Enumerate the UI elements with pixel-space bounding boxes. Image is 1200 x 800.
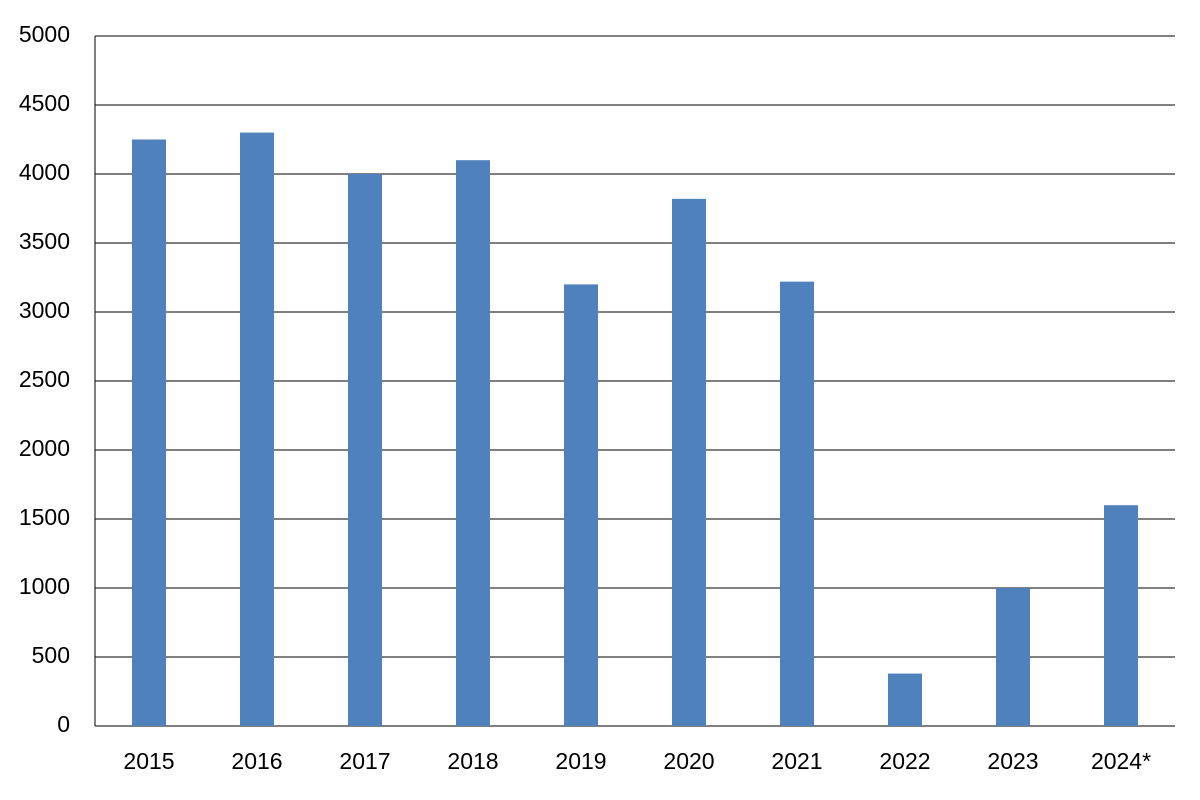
bar (564, 284, 598, 726)
x-tick-label: 2018 (447, 748, 498, 774)
bar (888, 673, 922, 726)
y-tick-label: 4500 (19, 90, 70, 116)
y-tick-label: 3000 (19, 297, 70, 323)
bar (780, 281, 814, 726)
bar (132, 139, 166, 726)
x-tick-label: 2017 (339, 748, 390, 774)
bar (456, 160, 490, 726)
y-tick-label: 1000 (19, 573, 70, 599)
bar (996, 588, 1030, 726)
bar (348, 174, 382, 726)
y-tick-label: 0 (57, 711, 70, 737)
y-tick-label: 500 (32, 642, 70, 668)
x-tick-label: 2015 (123, 748, 174, 774)
bar (672, 198, 706, 727)
y-tick-label: 5000 (19, 21, 70, 47)
x-tick-label: 2016 (231, 748, 282, 774)
y-tick-label: 2000 (19, 435, 70, 461)
x-tick-label: 2023 (987, 748, 1038, 774)
x-tick-label: 2019 (555, 748, 606, 774)
y-tick-label: 3500 (19, 228, 70, 254)
y-tick-label: 2500 (19, 366, 70, 392)
x-tick-label: 2022 (879, 748, 930, 774)
bar (1104, 505, 1138, 726)
y-tick-label: 4000 (19, 159, 70, 185)
x-tick-label: 2021 (771, 748, 822, 774)
x-tick-label: 2020 (663, 748, 714, 774)
bar (240, 132, 274, 727)
x-tick-label: 2024* (1091, 748, 1151, 774)
y-tick-label: 1500 (19, 504, 70, 530)
